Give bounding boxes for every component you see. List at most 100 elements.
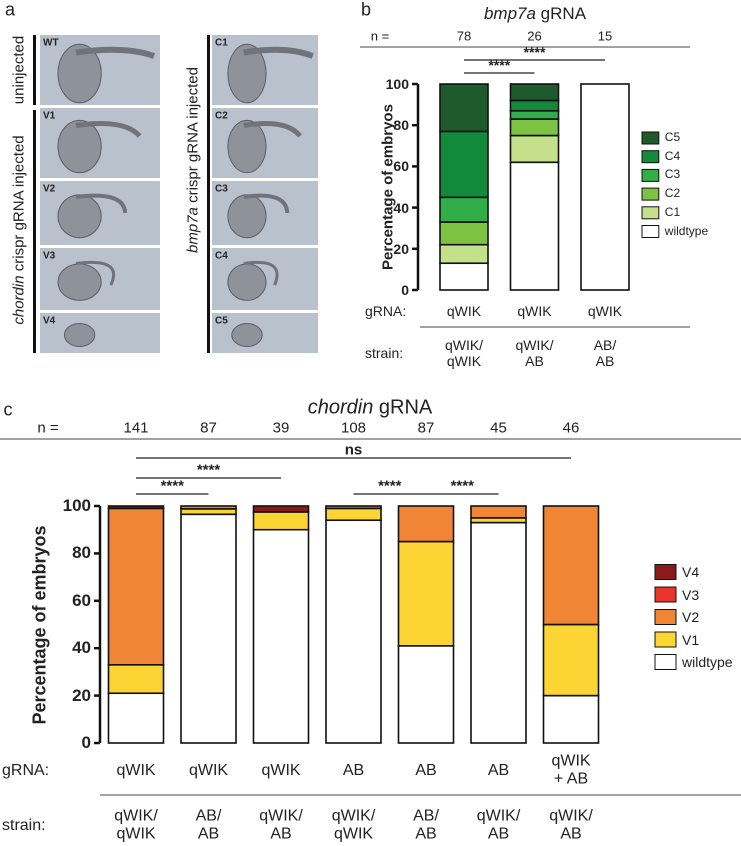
legend-label: V4 (682, 563, 700, 580)
bar-segment (325, 519, 382, 744)
grna-label: qWIK (587, 302, 623, 319)
bar-segment (509, 161, 560, 291)
row-label: gRNA: (365, 302, 407, 319)
embryo-yolk (57, 263, 102, 301)
y-tick-label: 20 (393, 240, 409, 257)
strain-label: qWIK/ AB (259, 807, 303, 843)
bar-segment (470, 505, 527, 519)
n-value: 87 (200, 419, 217, 437)
legend-swatch (654, 609, 677, 625)
strain-label: qWIK/ AB (476, 807, 521, 843)
bar-segment (542, 505, 600, 626)
bar-segment (325, 505, 382, 510)
bar-segment (180, 508, 237, 516)
bar-segment (509, 109, 560, 120)
significance-label: ns (344, 441, 363, 459)
y-axis-label: Percentage of embryos (379, 104, 397, 270)
y-tick-label: 100 (62, 496, 91, 516)
bar-segment (509, 99, 560, 112)
legend-label: C5 (664, 130, 681, 145)
grna-label: AB (342, 761, 365, 779)
embryo-image (212, 313, 318, 353)
legend-label: C3 (664, 167, 681, 182)
y-tick-label: 40 (393, 199, 409, 216)
gene-name: bmp7a (184, 207, 202, 253)
y-tick-label: 80 (393, 117, 409, 134)
group-label: uninjected (10, 36, 27, 104)
bar-segment (107, 663, 165, 695)
bar-segment (439, 196, 489, 223)
legend-label: V1 (682, 631, 700, 648)
strain-label: AB/ AB (413, 807, 439, 843)
bar-segment (180, 505, 237, 510)
embryo-tail (243, 260, 279, 286)
bar-segment (397, 505, 455, 543)
embryo-yolk (227, 43, 267, 104)
row-label: strain: (2, 816, 46, 834)
embryo-yolk (57, 119, 102, 174)
grna-label: qWIK (188, 761, 229, 779)
significance-label: **** (378, 477, 402, 495)
chart-title: chordin gRNA (308, 397, 433, 420)
image-label: V3 (43, 250, 56, 262)
bar-segment (509, 118, 560, 137)
embryo-tail (243, 46, 314, 59)
significance-label: **** (160, 477, 184, 495)
legend-label: C2 (664, 186, 681, 201)
y-tick-label: 80 (72, 543, 91, 563)
bar-segment (509, 134, 560, 164)
embryo-tail (243, 193, 290, 214)
bar-segment (180, 513, 237, 744)
strain-label: qWIK/ qWIK (114, 807, 158, 843)
image-label: V1 (43, 110, 56, 122)
label-text: crispr gRNA injected (10, 135, 28, 272)
group-label: chordin crispr gRNA injected (10, 135, 27, 324)
embryo-yolk (227, 263, 267, 301)
n-value: 15 (597, 28, 613, 44)
n-value: 141 (123, 419, 149, 437)
bar-segment (509, 83, 560, 102)
image-label: C3 (215, 183, 228, 195)
embryo-tail (243, 121, 302, 138)
chart-title: bmp7a gRNA (484, 4, 586, 24)
embryo-tail (75, 46, 155, 59)
significance-label: **** (523, 43, 546, 60)
bar-segment (107, 507, 165, 666)
bar-segment (542, 623, 600, 697)
n-value: 87 (417, 419, 435, 437)
embryo-yolk (227, 194, 267, 239)
bar-segment (439, 243, 489, 265)
n-value: 46 (562, 419, 580, 437)
embryo-yolk (57, 43, 102, 104)
n-label: n = (370, 28, 390, 44)
strain-label: qWIK/ qWIK (331, 807, 376, 843)
image-label: V4 (43, 315, 56, 327)
embryo-tail (75, 121, 142, 138)
y-tick-label: 0 (401, 281, 409, 298)
legend-label: V2 (682, 608, 700, 625)
n-value: 45 (490, 419, 507, 437)
legend-label: wildtype (664, 223, 709, 238)
legend-swatch (654, 564, 677, 580)
legend-swatch (654, 654, 677, 670)
y-tick-label: 60 (393, 158, 409, 175)
bar-segment (439, 130, 489, 199)
legend-swatch (641, 131, 660, 145)
embryo-yolk (63, 323, 96, 347)
n-label: n = (37, 419, 59, 437)
divider (207, 35, 210, 353)
bar-segment (580, 83, 630, 291)
row-label: gRNA: (2, 761, 50, 779)
bar-segment (252, 511, 310, 531)
legend-swatch (641, 168, 660, 182)
bar-segment (470, 521, 527, 744)
embryo-yolk (227, 119, 267, 174)
legend-swatch (654, 586, 677, 603)
embryo-tail (75, 260, 116, 286)
legend-swatch (641, 150, 660, 164)
y-tick-label: 60 (72, 591, 91, 611)
embryo-image (40, 313, 160, 353)
bar-segment (252, 505, 310, 513)
